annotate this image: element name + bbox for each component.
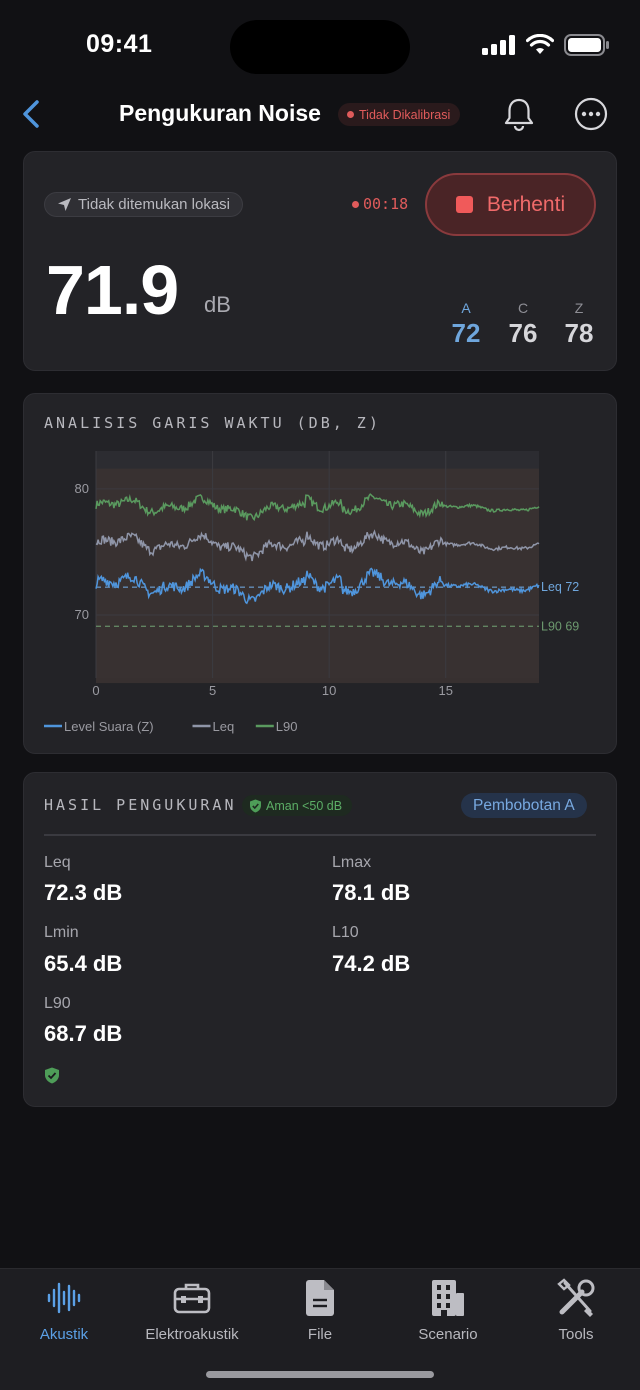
status-time: 09:41 — [86, 30, 153, 58]
series-line — [95, 529, 540, 562]
shield-check-icon — [250, 799, 261, 812]
dynamic-island — [230, 20, 410, 74]
stop-button-label: Berhenti — [486, 192, 566, 216]
timeline-chart: 0 5 10 15 70 80 Leq 72 L90 69 Level Suara (Z) Leq… — [44, 451, 579, 734]
toolbox-icon — [173, 1283, 211, 1314]
waveform-icon — [47, 1282, 81, 1314]
result-value-lmax: 78.1 dB — [332, 880, 411, 905]
legend-label: Level Suara (Z) — [64, 719, 154, 734]
page-title: Pengukuran Noise — [119, 100, 321, 126]
recording-timer: 00:18 — [352, 195, 408, 213]
timer-value: 00:18 — [363, 195, 409, 213]
result-label-l90: L90 — [44, 995, 71, 1012]
weighting-a-value[interactable]: 72 — [451, 318, 481, 348]
calibration-badge: Tidak Dikalibrasi — [338, 103, 461, 126]
x-tick-label: 15 — [439, 683, 453, 698]
safe-badge-label: Aman <50 dB — [266, 798, 343, 813]
weighting-c-label[interactable]: C — [517, 300, 529, 316]
notifications-button[interactable] — [502, 96, 536, 132]
y-tick-label: 80 — [75, 481, 89, 496]
range-band — [96, 468, 539, 684]
results-divider — [44, 834, 596, 836]
stop-icon — [455, 196, 473, 213]
tab-label: Elektroakustik — [145, 1326, 239, 1343]
document-icon — [306, 1280, 334, 1316]
result-value-l10: 74.2 dB — [332, 951, 411, 976]
tab-label: Scenario — [418, 1326, 478, 1343]
home-indicator — [206, 1371, 434, 1378]
current-level-unit: dB — [204, 292, 231, 317]
location-chip[interactable]: Tidak ditemukan lokasi — [44, 192, 244, 217]
series-line — [95, 493, 540, 522]
legend-label: Leq — [213, 719, 235, 734]
weighting-z-label[interactable]: Z — [574, 300, 584, 316]
tab-scenario[interactable]: Scenario — [384, 1276, 512, 1343]
x-tick-label: 10 — [322, 683, 336, 698]
y-tick-label: 70 — [75, 607, 89, 622]
result-label-leq: Leq — [44, 854, 71, 871]
recording-dot — [352, 200, 359, 208]
shield-check-icon — [45, 1067, 59, 1084]
current-level-value: 71.9 — [46, 251, 179, 329]
safe-badge: Aman <50 dB — [242, 795, 353, 816]
tab-label: File — [307, 1326, 333, 1343]
tab-file[interactable]: File — [256, 1276, 384, 1343]
calibration-badge-label: Tidak Dikalibrasi — [359, 107, 451, 122]
result-value-leq: 72.3 dB — [44, 880, 123, 905]
x-tick-label: 5 — [209, 683, 216, 698]
result-label-lmax: Lmax — [332, 854, 372, 871]
reference-line-label: Leq 72 — [541, 580, 579, 594]
results-card — [23, 772, 617, 1107]
building-icon — [432, 1280, 464, 1316]
tab-tools[interactable]: Tools — [512, 1276, 640, 1343]
results-title: HASIL PENGUKURAN — [44, 796, 237, 814]
tools-icon — [557, 1278, 595, 1317]
wifi-icon — [526, 34, 554, 54]
weighting-a-label[interactable]: A — [461, 300, 471, 316]
x-tick-label: 0 — [92, 683, 99, 698]
battery-icon — [564, 34, 609, 56]
back-button[interactable] — [14, 96, 48, 132]
result-value-l90: 68.7 dB — [44, 1021, 123, 1046]
timeline-title: ANALISIS GARIS WAKTU (DB, Z) — [44, 414, 381, 432]
result-label-lmin: Lmin — [44, 924, 79, 941]
series-line — [95, 567, 540, 605]
tab-label: Akustik — [39, 1326, 89, 1343]
more-horizontal-icon — [574, 97, 608, 131]
weighting-badge[interactable]: Pembobotan A — [461, 793, 587, 818]
reference-line-label: L90 69 — [541, 619, 579, 633]
weighting-c-value[interactable]: 76 — [508, 318, 538, 348]
tab-akustik[interactable]: Akustik — [0, 1276, 128, 1343]
status-icons — [482, 34, 610, 56]
location-arrow-icon — [58, 198, 71, 211]
status-dot — [347, 111, 354, 118]
result-label-l10: L10 — [332, 924, 359, 941]
legend-label: L90 — [276, 719, 298, 734]
result-value-lmin: 65.4 dB — [44, 951, 123, 976]
stop-button[interactable]: Berhenti — [425, 173, 596, 236]
cellular-signal-icon — [482, 35, 515, 55]
more-button[interactable] — [573, 96, 609, 132]
tab-label: Tools — [558, 1326, 594, 1343]
location-label: Tidak ditemukan lokasi — [78, 196, 231, 213]
bell-icon — [504, 98, 534, 132]
tab-elektroakustik[interactable]: Elektroakustik — [128, 1276, 256, 1343]
chevron-left-icon — [23, 100, 39, 128]
weighting-z-value[interactable]: 78 — [564, 318, 594, 348]
